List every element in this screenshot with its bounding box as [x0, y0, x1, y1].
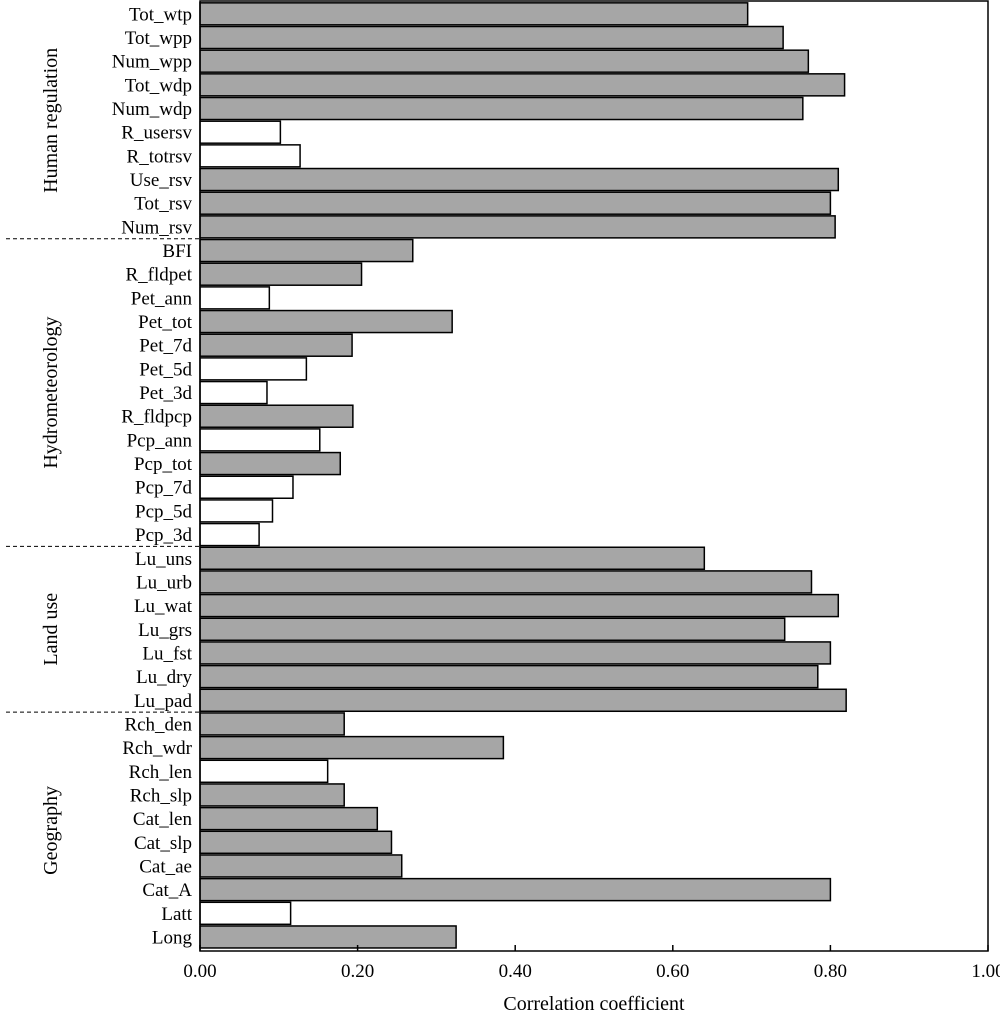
bar-r-totrsv — [199, 144, 301, 168]
category-label: Lu_grs — [138, 620, 192, 641]
bar-cat-slp — [199, 830, 393, 855]
category-label: Cat_len — [133, 809, 193, 830]
bar-bfi — [199, 238, 414, 263]
category-label: Pet_tot — [138, 312, 193, 333]
category-label: Num_wpp — [112, 52, 192, 73]
group-label: Geography — [40, 786, 62, 875]
category-label: Long — [152, 927, 193, 948]
group-labels: Human regulation Hydrometeorology Land use… — [40, 48, 62, 875]
x-tick-label: 0.40 — [499, 961, 532, 982]
category-label: Lu_pad — [134, 691, 193, 712]
category-label: Use_rsv — [130, 170, 193, 191]
category-label: Lu_uns — [135, 549, 192, 570]
x-axis-ticks: 0.00 0.20 0.40 0.60 0.80 1.00 — [183, 945, 1000, 982]
bar-cat-ae — [199, 854, 403, 878]
x-tick-label: 1.00 — [971, 961, 1000, 982]
category-label: Tot_wdp — [125, 75, 192, 96]
x-tick-label: 0.00 — [183, 961, 216, 982]
category-label: Tot_wtp — [129, 4, 192, 25]
category-label: R_fldpcp — [121, 407, 192, 428]
bar-lu-fst — [199, 641, 832, 665]
bar-tot-wpp — [199, 25, 784, 50]
bar-pet-3d — [199, 380, 268, 405]
bar-cat-len — [199, 806, 379, 831]
bar-num-rsv — [199, 215, 836, 239]
bar-pet-5d — [199, 357, 308, 381]
bar-pcp-tot — [199, 451, 342, 476]
category-label: Rch_len — [129, 762, 193, 783]
category-label: Num_rsv — [121, 217, 192, 238]
bar-pet-ann — [199, 286, 271, 310]
bar-long — [199, 925, 457, 949]
bar-lu-uns — [199, 546, 706, 570]
bar-lu-dry — [199, 664, 819, 689]
category-label: Rch_slp — [130, 785, 192, 806]
bar-lu-urb — [199, 570, 813, 594]
category-label: Rch_den — [124, 714, 192, 735]
category-label: Pcp_3d — [135, 525, 193, 546]
group-label: Land use — [40, 593, 62, 666]
bar-rch-wdr — [199, 735, 505, 760]
bar-num-wdp — [199, 96, 804, 121]
bar-pcp-ann — [199, 428, 321, 452]
x-axis-title: Correlation coefficient — [503, 993, 685, 1015]
category-label: Pcp_7d — [135, 478, 193, 499]
category-label: R_totrsv — [127, 146, 193, 167]
bars-layer — [199, 2, 847, 949]
bar-lu-grs — [199, 617, 786, 642]
category-label: Lu_dry — [136, 667, 192, 688]
category-label: Pet_5d — [139, 359, 192, 380]
bar-lu-wat — [199, 593, 840, 618]
group-label: Human regulation — [40, 48, 62, 193]
category-label: Lu_wat — [134, 596, 193, 617]
category-label: Tot_rsv — [134, 194, 192, 215]
category-label: Cat_ae — [139, 856, 192, 877]
category-label: Pcp_5d — [135, 501, 193, 522]
bar-lu-pad — [199, 688, 847, 713]
category-label: Rch_wdr — [122, 738, 192, 759]
category-label: R_fldpet — [126, 265, 193, 286]
category-label: Pet_7d — [139, 336, 192, 357]
bar-pet-7d — [199, 333, 353, 357]
bar-rch-den — [199, 712, 345, 736]
group-separators — [6, 238, 200, 713]
x-tick-label: 0.60 — [656, 961, 689, 982]
bar-cat-a — [199, 877, 832, 902]
category-label: Lu_urb — [136, 572, 192, 593]
category-label: BFI — [162, 241, 192, 262]
category-label: Num_wdp — [112, 99, 192, 120]
bar-use-rsv — [199, 167, 840, 192]
bar-num-wpp — [199, 49, 810, 73]
category-label: Latt — [161, 904, 192, 925]
bar-pcp-3d — [199, 522, 260, 547]
bar-pcp-5d — [199, 499, 274, 523]
bar-tot-wdp — [199, 73, 846, 97]
bar-r-fldpet — [199, 262, 363, 286]
bar-pcp-7d — [199, 475, 294, 499]
bar-rch-slp — [199, 783, 345, 807]
category-label: Pcp_tot — [134, 454, 193, 475]
category-label: R_usersv — [121, 123, 192, 144]
plot-frame — [199, 0, 989, 952]
bar-latt — [199, 901, 292, 926]
x-tick-label: 0.20 — [341, 961, 374, 982]
bar-r-fldpcp — [199, 404, 354, 428]
bar-rch-len — [199, 759, 329, 784]
category-label: Cat_A — [142, 880, 192, 901]
bar-tot-rsv — [199, 191, 832, 215]
bar-r-usersv — [199, 120, 282, 144]
category-label: Pet_3d — [139, 383, 192, 404]
category-label: Pet_ann — [131, 288, 193, 309]
category-label: Lu_fst — [142, 643, 192, 664]
group-label: Hydrometeorology — [40, 316, 62, 468]
category-label: Pcp_ann — [127, 430, 193, 451]
bar-tot-wtp — [199, 2, 749, 26]
x-tick-label: 0.80 — [814, 961, 847, 982]
category-label: Tot_wpp — [125, 28, 192, 49]
category-label: Cat_slp — [134, 833, 192, 854]
bar-pet-tot — [199, 309, 453, 334]
